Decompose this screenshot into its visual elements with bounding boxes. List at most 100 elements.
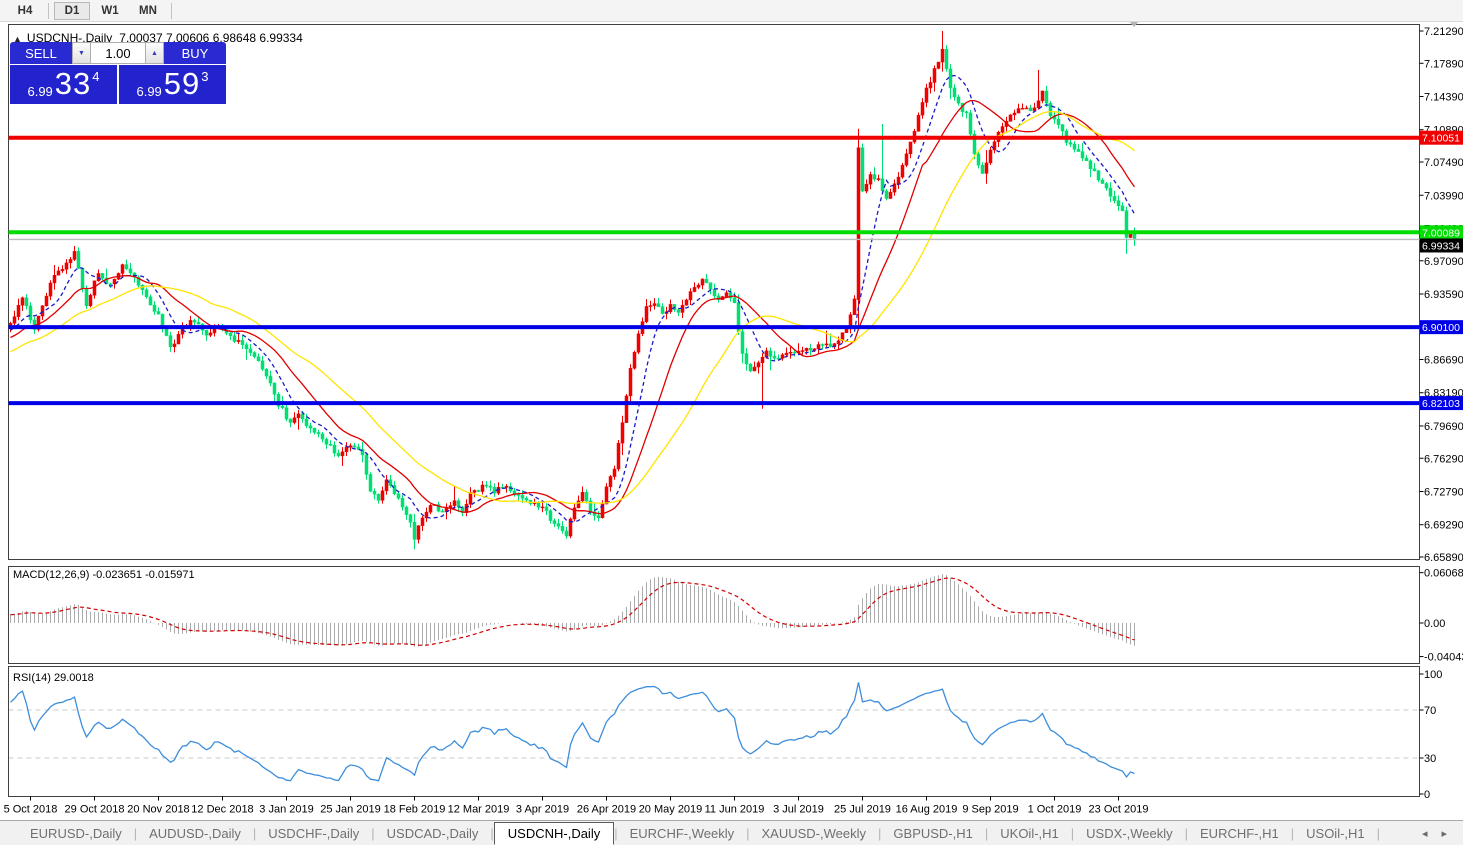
buy-price-pip: 3 (201, 69, 209, 84)
tab-separator: | (984, 825, 989, 841)
volume-decrease-button[interactable]: ▼ (72, 42, 91, 64)
buy-button[interactable]: BUY (164, 42, 226, 64)
horizontal-lines-layer (8, 135, 1420, 406)
tab-separator: | (1376, 825, 1381, 841)
chart-tab-usoil-h1[interactable]: USOil-,H1 (1306, 825, 1365, 841)
buy-price-box[interactable]: 6.99 59 3 (119, 65, 226, 104)
sell-price-box[interactable]: 6.99 33 4 (10, 65, 117, 104)
tab-separator: | (746, 825, 750, 841)
svg-text:6.65890: 6.65890 (1424, 552, 1463, 564)
timeframe-button-mn[interactable]: MN (139, 4, 157, 17)
timeframe-button-w1[interactable]: W1 (101, 4, 119, 17)
toolbar-separator (171, 2, 172, 19)
rsi-label: RSI(14) 29.0018 (13, 672, 94, 684)
svg-text:25 Jan 2019: 25 Jan 2019 (320, 804, 381, 816)
buy-price-big: 59 (163, 66, 201, 101)
svg-text:12 Dec 2018: 12 Dec 2018 (191, 804, 253, 816)
price-axis[interactable]: 7.212907.178907.143907.108907.074907.039… (1419, 26, 1463, 801)
chart-ohlc-values: 7.00037 7.00606 6.98648 6.99334 (119, 31, 303, 45)
slow-ma-line (10, 110, 1135, 505)
volume-field[interactable]: 1.00 (91, 42, 145, 64)
chart-title: ▲ USDCNH-,Daily 7.00037 7.00606 6.98648 6.… (13, 31, 303, 45)
svg-text:0.060687: 0.060687 (1424, 568, 1463, 580)
chart-tab-eurchf-weekly[interactable]: EURCHF-,Weekly (629, 825, 735, 841)
chart-tab-usdcad-daily[interactable]: USDCAD-,Daily (386, 825, 479, 841)
svg-text:7.17890: 7.17890 (1424, 58, 1463, 70)
buy-price-small: 6.99 (136, 84, 162, 99)
time-axis[interactable]: 5 Oct 2018 29 Oct 2018 20 Nov 2018 12 Dec 2… (4, 796, 1149, 816)
svg-text:3 Apr 2019: 3 Apr 2019 (516, 804, 569, 816)
tab-separator: | (614, 825, 618, 841)
svg-text:7.00089: 7.00089 (1422, 227, 1460, 239)
chart-tabs-bar: EURUSD-,Daily | AUDUSD-,Daily | USDCHF-,Dail… (0, 820, 1463, 845)
timeframe-button-h4[interactable]: H4 (17, 4, 33, 17)
svg-text:26 Apr 2019: 26 Apr 2019 (577, 804, 636, 816)
svg-text:6.79690: 6.79690 (1424, 421, 1463, 433)
chart-tab-ukoil-h1[interactable]: UKOil-,H1 (1000, 825, 1059, 841)
svg-text:-0.040432: -0.040432 (1424, 652, 1463, 664)
svg-text:30: 30 (1424, 753, 1436, 765)
svg-text:1 Oct 2019: 1 Oct 2019 (1028, 804, 1082, 816)
sell-price-big: 33 (54, 66, 92, 101)
chart-tab-usdcnh-daily[interactable]: USDCNH-,Daily (493, 822, 615, 845)
sell-price-pip: 4 (92, 69, 100, 84)
svg-text:11 Jun 2019: 11 Jun 2019 (705, 804, 765, 816)
chart-tab-gbpusd-h1[interactable]: GBPUSD-,H1 (893, 825, 973, 841)
tab-scroll-right-icon[interactable]: ▸ (1441, 827, 1447, 840)
chart-tab-eurchf-h1[interactable]: EURCHF-,H1 (1200, 825, 1279, 841)
svg-text:0: 0 (1424, 789, 1430, 801)
svg-text:7.03990: 7.03990 (1424, 190, 1463, 202)
chart-symbol-period: USDCNH-,Daily (26, 31, 113, 45)
tab-separator: | (1290, 825, 1295, 841)
svg-text:25 Jul 2019: 25 Jul 2019 (834, 804, 891, 816)
svg-text:3 Jan 2019: 3 Jan 2019 (259, 804, 313, 816)
chart-tab-usdchf-daily[interactable]: USDCHF-,Daily (268, 825, 360, 841)
timeframe-button-d1[interactable]: D1 (54, 1, 90, 20)
svg-text:6.90100: 6.90100 (1422, 322, 1460, 334)
toolbar-separator (48, 2, 49, 19)
rsi-line (10, 682, 1135, 782)
svg-text:0.00: 0.00 (1424, 618, 1445, 630)
tab-scroll-left-icon[interactable]: ◂ (1421, 827, 1428, 840)
macd-label: MACD(12,26,9) -0.023651 -0.015971 (13, 569, 195, 581)
tab-separator: | (133, 825, 138, 841)
tab-separator: | (878, 825, 882, 841)
svg-text:7.14390: 7.14390 (1424, 92, 1463, 104)
svg-text:6.99334: 6.99334 (1422, 240, 1460, 252)
svg-text:7.10051: 7.10051 (1422, 133, 1460, 145)
svg-text:29 Oct 2018: 29 Oct 2018 (65, 804, 125, 816)
svg-text:7.21290: 7.21290 (1424, 26, 1463, 38)
timeframe-toolbar: H4 D1 W1 MN (0, 0, 1463, 22)
tab-separator: | (490, 825, 494, 841)
svg-text:12 Mar 2019: 12 Mar 2019 (448, 804, 510, 816)
tab-separator: | (1070, 825, 1075, 841)
svg-text:6.69290: 6.69290 (1424, 520, 1463, 532)
tab-separator: | (1184, 825, 1189, 841)
chart-tab-usdx-weekly[interactable]: USDX-,Weekly (1086, 825, 1173, 841)
chart-tab-eurusd-daily[interactable]: EURUSD-,Daily (30, 825, 122, 841)
svg-text:5 Oct 2018: 5 Oct 2018 (4, 804, 58, 816)
one-click-trading-panel: SELL ▼ 1.00 ▲ BUY 6.99 33 4 6.99 59 3 (10, 42, 226, 104)
mid-ma-line (10, 99, 1136, 515)
volume-increase-button[interactable]: ▲ (145, 42, 164, 64)
svg-text:6.97090: 6.97090 (1424, 256, 1463, 268)
svg-text:20 Nov 2018: 20 Nov 2018 (127, 804, 189, 816)
svg-text:100: 100 (1424, 669, 1442, 681)
sell-price-small: 6.99 (27, 84, 53, 99)
fast-ma-line (10, 74, 1136, 523)
collapse-triangle-icon[interactable]: ▲ (13, 34, 22, 44)
chart-tab-xauusd-weekly[interactable]: XAUUSD-,Weekly (761, 825, 867, 841)
rsi-layer (9, 709, 1419, 759)
svg-text:6.76290: 6.76290 (1424, 453, 1463, 465)
svg-text:70: 70 (1424, 705, 1436, 717)
svg-text:23 Oct 2019: 23 Oct 2019 (1089, 804, 1149, 816)
rsi-pane[interactable] (8, 666, 1420, 797)
svg-text:3 Jul 2019: 3 Jul 2019 (773, 804, 824, 816)
macd-histogram (10, 574, 1135, 647)
svg-text:20 May 2019: 20 May 2019 (639, 804, 703, 816)
svg-text:9 Sep 2019: 9 Sep 2019 (962, 804, 1018, 816)
sell-button[interactable]: SELL (10, 42, 72, 64)
macd-signal-line (10, 577, 1135, 646)
chart-tab-audusd-daily[interactable]: AUDUSD-,Daily (149, 825, 241, 841)
